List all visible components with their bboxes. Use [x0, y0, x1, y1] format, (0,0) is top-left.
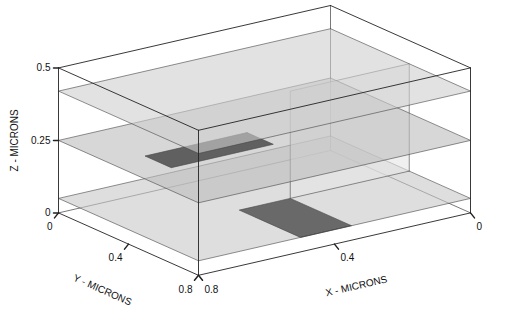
svg-text:0: 0 — [45, 207, 51, 218]
svg-text:0.4: 0.4 — [109, 252, 123, 263]
svg-text:0.8: 0.8 — [205, 284, 219, 295]
svg-text:0: 0 — [47, 221, 53, 232]
svg-text:0: 0 — [477, 221, 483, 232]
svg-text:Y - MICRONS: Y - MICRONS — [72, 272, 134, 308]
svg-text:X - MICRONS: X - MICRONS — [325, 273, 389, 298]
svg-text:0.25: 0.25 — [31, 135, 51, 146]
svg-text:0.4: 0.4 — [341, 252, 355, 263]
svg-text:Z - MICRONS: Z - MICRONS — [9, 109, 20, 172]
svg-text:0.5: 0.5 — [37, 62, 51, 73]
svg-text:0.8: 0.8 — [179, 284, 193, 295]
